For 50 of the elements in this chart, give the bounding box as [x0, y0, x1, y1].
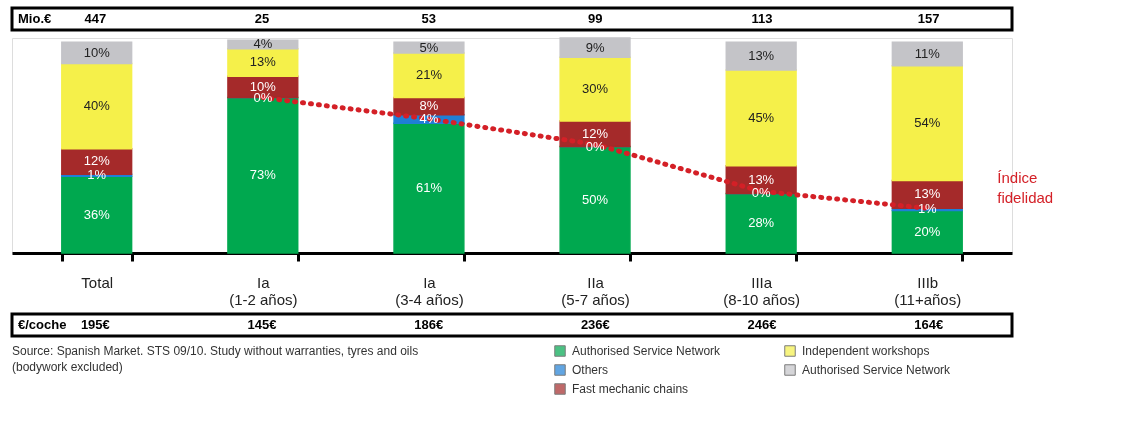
x-tick-label: IIa (5-7 años): [561, 273, 630, 308]
x-tick-label: Ia (3-4 años): [395, 273, 464, 308]
data-label: 30%: [582, 81, 609, 97]
data-label: 10%: [83, 44, 111, 60]
text: 236€: [580, 317, 610, 332]
data-label: 36%: [83, 206, 111, 222]
data-label: 73%: [249, 167, 277, 183]
text: 145€: [247, 317, 277, 332]
data-label: 5%: [419, 39, 439, 55]
data-label: 20%: [914, 223, 941, 239]
text: €/coche: [18, 317, 67, 332]
data-label: 9%: [585, 39, 605, 55]
data-label: 45%: [748, 109, 775, 125]
data-label: 61%: [415, 180, 443, 196]
data-label: 50%: [582, 191, 609, 207]
data-label: 11%: [914, 45, 941, 61]
data-label: 21%: [415, 67, 443, 83]
text: 164€: [914, 317, 944, 332]
data-label: 28%: [748, 215, 775, 231]
annotation: 53: [421, 11, 436, 26]
legend-label: Others: [572, 363, 609, 377]
source-note: Source: Spanish Market. STS 09/10. Study without warranties, tyres and oils (bodywork excluded): [12, 344, 419, 374]
data-label: 13%: [748, 48, 775, 64]
data-label: 12%: [83, 153, 111, 169]
legend-label: Authorised Service Network: [572, 344, 722, 358]
legend-label: Authorised Service Network: [802, 363, 952, 377]
data-label: 40%: [83, 98, 111, 114]
data-label: 13%: [249, 54, 277, 70]
data-label: 10%: [249, 78, 277, 94]
annotation: 447: [84, 11, 107, 26]
text: 195€: [80, 317, 110, 332]
text: Índice fidelidad: [997, 169, 1054, 207]
text: 186€: [414, 317, 444, 332]
x-tick-label: Ia (1-2 años): [229, 273, 298, 308]
text: 246€: [747, 317, 777, 332]
x-tick-label: IIIa (8-10 años): [723, 273, 801, 308]
annotation: Mio.€: [18, 11, 52, 26]
data-label: 12%: [582, 125, 609, 141]
data-label: 4%: [253, 36, 273, 52]
legend-label: Fast mechanic chains: [572, 382, 689, 396]
annotation: 25: [254, 11, 270, 26]
legend-label: Independent workshops: [802, 344, 930, 358]
x-tick-label: IIIb (11+años): [894, 273, 962, 308]
data-label: 13%: [914, 186, 941, 202]
annotation: 99: [588, 11, 603, 26]
annotation: 157: [917, 11, 940, 26]
annotation: 113: [751, 11, 773, 26]
data-label: 13%: [748, 171, 775, 187]
x-tick-label: Total: [81, 273, 114, 291]
data-label: 54%: [914, 115, 941, 131]
